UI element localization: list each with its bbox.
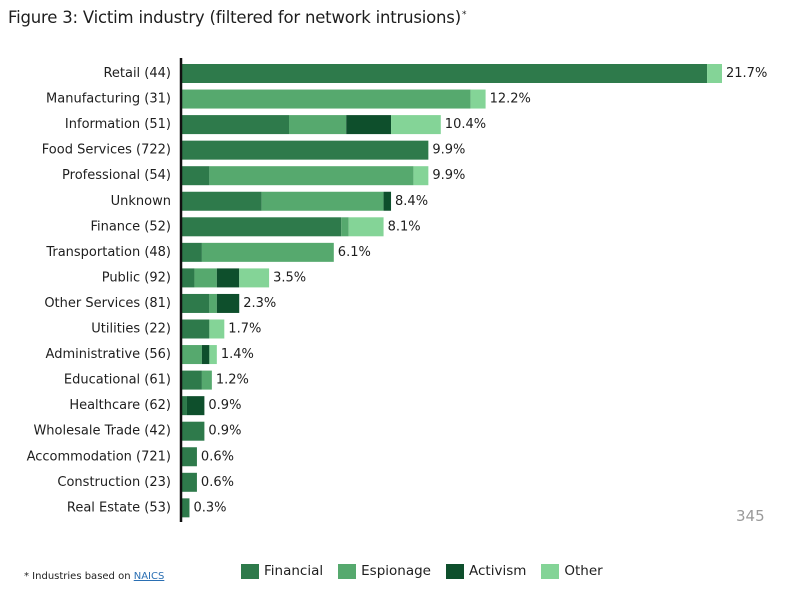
category-label-utilities: Utilities (22) xyxy=(91,322,171,337)
category-label-manufacturing: Manufacturing (31) xyxy=(46,92,171,107)
bar-information-activism xyxy=(346,115,392,135)
bar-construction-financial xyxy=(182,472,197,492)
value-label-food-services: 9.9% xyxy=(432,143,465,158)
value-label-retail: 21.7% xyxy=(726,66,767,81)
category-label-transportation: Transportation (48) xyxy=(45,245,171,260)
value-label-educational: 1.2% xyxy=(216,373,249,388)
bar-real-estate-financial xyxy=(182,498,190,518)
legend-swatch-espionage xyxy=(338,563,357,579)
bar-administrative-other xyxy=(209,345,217,365)
bar-chart: Retail (44) 21.7% Manufacturing (31) 12.2% I… xyxy=(27,58,768,522)
category-label-finance: Finance (52) xyxy=(90,219,171,234)
legend-swatch-activism xyxy=(445,563,464,579)
value-label-manufacturing: 12.2% xyxy=(490,92,531,107)
category-label-accommodation: Accommodation (721) xyxy=(27,449,171,464)
category-label-other-services: Other Services (81) xyxy=(44,296,171,311)
legend-label-activism: Activism xyxy=(468,563,527,579)
bar-food-services-financial xyxy=(182,140,429,160)
bar-manufacturing-espionage xyxy=(182,89,471,109)
bar-public-other xyxy=(239,268,270,288)
bar-transportation-espionage xyxy=(201,242,334,262)
category-label-healthcare: Healthcare (62) xyxy=(69,398,171,413)
chart-title-text: Figure 3: Victim industry (filtered for … xyxy=(8,8,461,27)
category-label-unknown: Unknown xyxy=(111,194,171,209)
bar-professional-espionage xyxy=(209,166,414,186)
bar-utilities-other xyxy=(209,319,225,339)
legend: Financial Espionage Activism Other xyxy=(241,563,618,579)
legend-label-espionage: Espionage xyxy=(361,563,431,579)
category-label-construction: Construction (23) xyxy=(57,475,171,490)
bar-administrative-activism xyxy=(201,345,210,365)
bar-manufacturing-other xyxy=(470,89,486,109)
legend-item-activism: Activism xyxy=(445,563,527,579)
bar-wholesale-trade-financial xyxy=(182,421,205,441)
legend-item-espionage: Espionage xyxy=(338,563,431,579)
bar-accommodation-financial xyxy=(182,447,197,467)
legend-item-financial: Financial xyxy=(241,563,323,579)
category-label-retail: Retail (44) xyxy=(103,66,171,81)
bar-educational-espionage xyxy=(201,370,212,390)
bar-finance-financial xyxy=(182,217,342,237)
bar-public-financial xyxy=(182,268,195,288)
bars-group xyxy=(182,64,722,518)
value-label-accommodation: 0.6% xyxy=(201,449,234,464)
value-label-information: 10.4% xyxy=(445,117,486,132)
legend-label-financial: Financial xyxy=(264,563,324,579)
bar-other-services-espionage xyxy=(209,293,217,313)
bar-healthcare-activism xyxy=(186,396,205,416)
value-label-construction: 0.6% xyxy=(201,475,234,490)
bar-finance-espionage xyxy=(341,217,349,237)
value-label-administrative: 1.4% xyxy=(221,347,254,362)
bar-information-financial xyxy=(182,115,290,135)
bar-unknown-espionage xyxy=(261,191,384,211)
value-label-unknown: 8.4% xyxy=(395,194,428,209)
chart-title-marker: * xyxy=(461,9,467,20)
chart-title: Figure 3: Victim industry (filtered for … xyxy=(8,8,466,27)
category-label-wholesale-trade: Wholesale Trade (42) xyxy=(33,424,171,439)
category-label-information: Information (51) xyxy=(65,117,171,132)
bar-transportation-financial xyxy=(182,242,202,262)
category-label-administrative: Administrative (56) xyxy=(46,347,171,362)
value-label-transportation: 6.1% xyxy=(338,245,371,260)
legend-label-other: Other xyxy=(564,563,603,579)
page-number: 345 xyxy=(736,507,765,525)
bar-information-other xyxy=(391,115,441,135)
footnote-naics-link[interactable]: NAICS xyxy=(133,571,165,582)
value-label-professional: 9.9% xyxy=(432,168,465,183)
value-label-finance: 8.1% xyxy=(388,219,421,234)
category-label-professional: Professional (54) xyxy=(62,168,171,183)
category-label-real-estate: Real Estate (53) xyxy=(67,500,171,515)
value-label-public: 3.5% xyxy=(273,270,306,285)
bar-healthcare-financial xyxy=(182,396,187,416)
bar-public-espionage xyxy=(194,268,217,288)
bar-administrative-espionage xyxy=(182,345,202,365)
bar-finance-other xyxy=(348,217,384,237)
bar-unknown-financial xyxy=(182,191,262,211)
bar-information-espionage xyxy=(289,115,347,135)
value-label-wholesale-trade: 0.9% xyxy=(208,424,241,439)
category-label-public: Public (92) xyxy=(102,270,171,285)
bar-other-services-activism xyxy=(216,293,240,313)
value-label-real-estate: 0.3% xyxy=(193,500,226,515)
bar-retail-financial xyxy=(182,64,708,83)
legend-item-other: Other xyxy=(541,563,603,579)
bar-public-activism xyxy=(216,268,240,288)
bar-utilities-financial xyxy=(182,319,210,339)
footnote: * Industries based on NAICS xyxy=(24,571,164,582)
category-label-food-services: Food Services (722) xyxy=(42,143,171,158)
bar-unknown-activism xyxy=(383,191,392,211)
category-label-educational: Educational (61) xyxy=(64,373,171,388)
bar-retail-other xyxy=(707,64,722,83)
value-label-utilities: 1.7% xyxy=(228,322,261,337)
value-label-healthcare: 0.9% xyxy=(208,398,241,413)
bar-professional-financial xyxy=(182,166,210,186)
legend-swatch-other xyxy=(541,563,560,579)
legend-swatch-financial xyxy=(241,563,259,579)
bar-professional-other xyxy=(413,166,429,186)
bar-educational-financial xyxy=(182,370,202,390)
labels-group: Retail (44) 21.7% Manufacturing (31) 12.2% I… xyxy=(27,66,768,515)
bar-other-services-financial xyxy=(182,293,210,313)
footnote-text: * Industries based on xyxy=(24,571,134,582)
value-label-other-services: 2.3% xyxy=(243,296,276,311)
